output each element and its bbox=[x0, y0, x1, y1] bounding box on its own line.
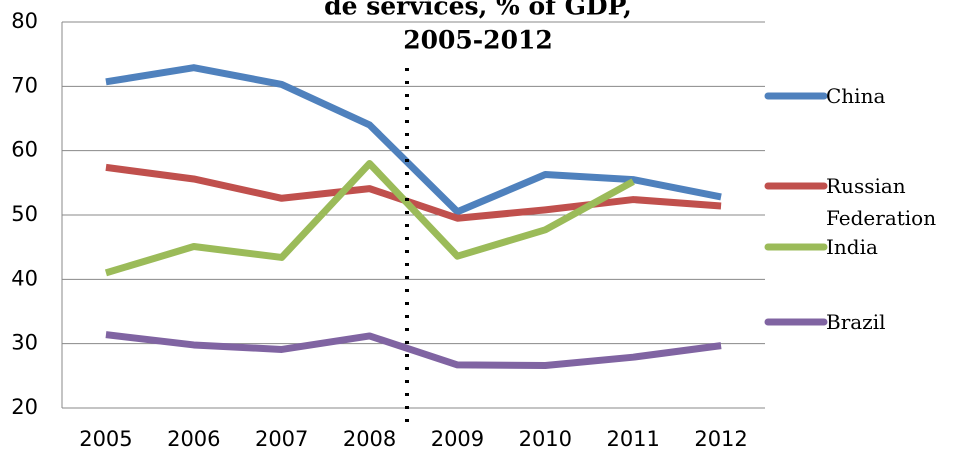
y-tick-label: 30 bbox=[11, 331, 38, 355]
x-tick-label: 2005 bbox=[79, 427, 132, 451]
legend-label: Brazil bbox=[826, 310, 886, 334]
series-line bbox=[105, 64, 722, 216]
x-tick-label: 2009 bbox=[431, 427, 484, 451]
x-tick-label: 2010 bbox=[519, 427, 572, 451]
y-tick-label: 20 bbox=[11, 395, 38, 419]
x-tick-label: 2007 bbox=[255, 427, 308, 451]
y-tick-label: 80 bbox=[11, 9, 38, 33]
y-tick-label: 60 bbox=[11, 138, 38, 162]
chart-title: 2005-2012 bbox=[403, 26, 553, 55]
legend-label: Russian Federation bbox=[826, 174, 937, 230]
legend-label: China bbox=[826, 84, 886, 108]
x-tick-label: 2012 bbox=[694, 427, 747, 451]
y-tick-label: 50 bbox=[11, 202, 38, 226]
y-tick-label: 40 bbox=[11, 266, 38, 290]
chart-title: de services, % of GDP, bbox=[324, 0, 632, 21]
legend-label: India bbox=[826, 235, 878, 259]
x-tick-label: 2011 bbox=[606, 427, 659, 451]
x-tick-label: 2008 bbox=[343, 427, 396, 451]
series-line bbox=[104, 160, 635, 277]
y-tick-label: 70 bbox=[11, 73, 38, 97]
series-line bbox=[105, 331, 722, 370]
series-line bbox=[105, 163, 722, 222]
x-tick-label: 2006 bbox=[167, 427, 220, 451]
